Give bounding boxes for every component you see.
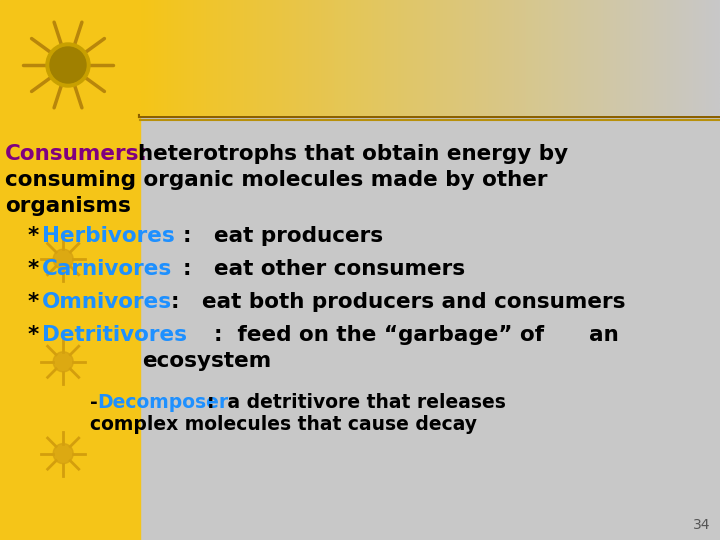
Text: :   eat other consumers: : eat other consumers <box>183 259 465 279</box>
Text: Omnivores: Omnivores <box>42 292 172 312</box>
Text: ecosystem: ecosystem <box>142 351 271 371</box>
Text: 34: 34 <box>693 518 710 532</box>
Text: :   eat producers: : eat producers <box>183 226 383 246</box>
Text: Decomposer: Decomposer <box>97 393 228 412</box>
Text: consuming organic molecules made by other: consuming organic molecules made by othe… <box>5 170 547 190</box>
Text: *: * <box>28 292 40 312</box>
Text: Carnivores: Carnivores <box>42 259 172 279</box>
Text: organisms: organisms <box>5 196 131 216</box>
Text: *: * <box>28 325 40 345</box>
Text: -: - <box>90 393 98 412</box>
Circle shape <box>50 47 86 83</box>
Text: *: * <box>28 259 40 279</box>
Circle shape <box>53 352 73 372</box>
Text: Detritivores: Detritivores <box>42 325 187 345</box>
Circle shape <box>53 249 73 269</box>
Text: Consumers:: Consumers: <box>5 144 148 164</box>
Text: :  feed on the “garbage” of      an: : feed on the “garbage” of an <box>214 325 618 345</box>
Text: heterotrophs that obtain energy by: heterotrophs that obtain energy by <box>123 144 568 164</box>
Text: Energy Transfer: Energy Transfer <box>158 36 554 84</box>
Text: complex molecules that cause decay: complex molecules that cause decay <box>90 415 477 434</box>
Text: :   eat both producers and consumers: : eat both producers and consumers <box>171 292 626 312</box>
Text: Herbivores: Herbivores <box>42 226 175 246</box>
Text: *: * <box>28 226 40 246</box>
Circle shape <box>53 443 73 464</box>
Text: :  a detritivore that releases: : a detritivore that releases <box>207 393 506 412</box>
Bar <box>0 0 140 540</box>
Circle shape <box>46 43 90 87</box>
